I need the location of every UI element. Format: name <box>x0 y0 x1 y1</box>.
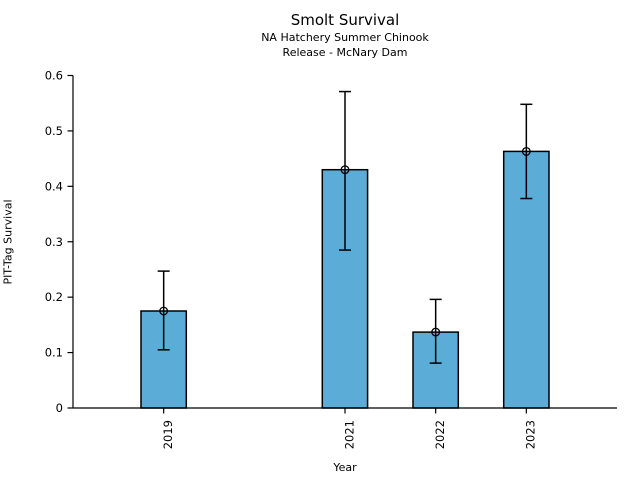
y-tick-label: 0.5 <box>45 124 63 138</box>
y-tick-label: 0.6 <box>45 69 63 83</box>
y-tick-label: 0.4 <box>45 179 63 193</box>
y-tick-label: 0.3 <box>45 235 63 249</box>
x-tick-label: 2021 <box>342 420 356 449</box>
x-axis-label: Year <box>333 461 357 474</box>
chart-subtitle-line2: Release - McNary Dam <box>282 46 408 59</box>
chart-subtitle-line1: NA Hatchery Summer Chinook <box>261 31 429 44</box>
x-tick-label: 2022 <box>433 420 447 449</box>
chart-title: Smolt Survival <box>290 11 400 29</box>
x-tick-label: 2023 <box>524 420 538 449</box>
y-tick-label: 0.2 <box>45 290 63 304</box>
point-marker <box>159 306 169 316</box>
y-tick-label: 0.1 <box>45 346 63 360</box>
x-tick-label: 2019 <box>161 420 175 449</box>
point-marker <box>521 146 531 156</box>
point-marker <box>431 327 441 337</box>
bar <box>502 150 550 409</box>
y-tick-label: 0 <box>56 401 63 415</box>
y-axis-label: PIT-Tag Survival <box>1 199 15 285</box>
point-marker <box>340 165 350 175</box>
